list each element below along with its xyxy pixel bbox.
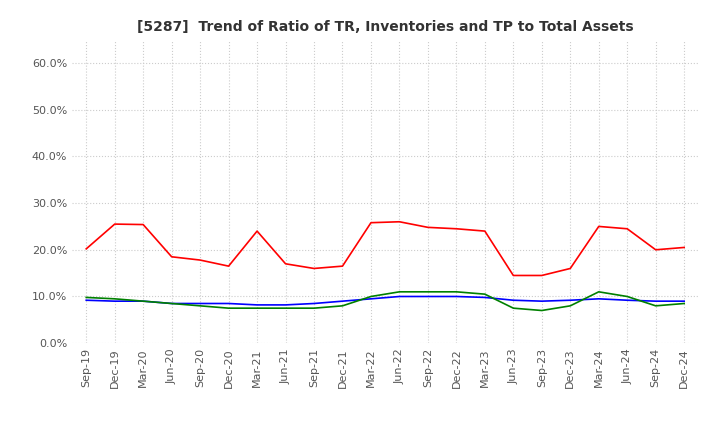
Trade Payables (623, 294, 631, 299)
Trade Receivables (82, 246, 91, 252)
Trade Payables (225, 305, 233, 311)
Trade Payables (310, 305, 318, 311)
Trade Receivables (509, 273, 518, 278)
Trade Receivables (310, 266, 318, 271)
Trade Receivables (196, 257, 204, 263)
Trade Receivables (139, 222, 148, 227)
Trade Receivables (366, 220, 375, 225)
Inventories (110, 298, 119, 304)
Trade Receivables (595, 224, 603, 229)
Trade Receivables (167, 254, 176, 260)
Trade Receivables (225, 264, 233, 269)
Trade Receivables (452, 226, 461, 231)
Inventories (395, 294, 404, 299)
Inventories (566, 297, 575, 303)
Trade Receivables (480, 228, 489, 234)
Trade Receivables (537, 273, 546, 278)
Line: Trade Payables: Trade Payables (86, 292, 684, 311)
Trade Payables (680, 301, 688, 306)
Trade Payables (566, 303, 575, 308)
Inventories (480, 295, 489, 300)
Inventories (537, 298, 546, 304)
Inventories (623, 297, 631, 303)
Inventories (167, 301, 176, 306)
Inventories (652, 298, 660, 304)
Inventories (310, 301, 318, 306)
Trade Payables (110, 296, 119, 301)
Trade Receivables (395, 219, 404, 224)
Inventories (509, 297, 518, 303)
Trade Payables (652, 303, 660, 308)
Inventories (253, 302, 261, 308)
Trade Receivables (282, 261, 290, 267)
Trade Receivables (338, 264, 347, 269)
Inventories (423, 294, 432, 299)
Trade Payables (282, 305, 290, 311)
Trade Payables (82, 295, 91, 300)
Line: Trade Receivables: Trade Receivables (86, 222, 684, 275)
Inventories (366, 296, 375, 301)
Inventories (282, 302, 290, 308)
Title: [5287]  Trend of Ratio of TR, Inventories and TP to Total Assets: [5287] Trend of Ratio of TR, Inventories… (137, 20, 634, 34)
Trade Receivables (652, 247, 660, 253)
Trade Receivables (623, 226, 631, 231)
Trade Payables (366, 294, 375, 299)
Trade Payables (480, 292, 489, 297)
Trade Payables (139, 298, 148, 304)
Trade Payables (167, 301, 176, 306)
Inventories (338, 298, 347, 304)
Trade Receivables (253, 228, 261, 234)
Trade Payables (338, 303, 347, 308)
Trade Payables (452, 289, 461, 294)
Trade Receivables (423, 225, 432, 230)
Line: Inventories: Inventories (86, 297, 684, 305)
Inventories (225, 301, 233, 306)
Trade Payables (253, 305, 261, 311)
Inventories (452, 294, 461, 299)
Trade Receivables (110, 221, 119, 227)
Trade Payables (509, 305, 518, 311)
Trade Payables (395, 289, 404, 294)
Inventories (82, 297, 91, 303)
Inventories (595, 296, 603, 301)
Trade Receivables (680, 245, 688, 250)
Trade Payables (595, 289, 603, 294)
Inventories (196, 301, 204, 306)
Trade Payables (537, 308, 546, 313)
Trade Payables (423, 289, 432, 294)
Trade Receivables (566, 266, 575, 271)
Inventories (680, 298, 688, 304)
Trade Payables (196, 303, 204, 308)
Inventories (139, 298, 148, 304)
